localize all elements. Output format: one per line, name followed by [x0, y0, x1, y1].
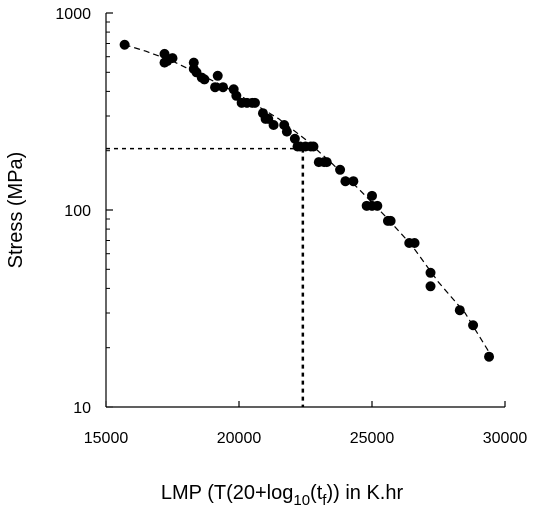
- data-point: [409, 237, 420, 248]
- data-point: [308, 141, 319, 152]
- data-point: [340, 176, 351, 187]
- data-point: [484, 351, 495, 362]
- x-axis-title-prefix: LMP (T(20+log: [161, 482, 293, 504]
- data-point: [162, 56, 173, 67]
- data-point: [425, 267, 436, 278]
- data-point: [385, 215, 396, 226]
- data-point: [367, 190, 377, 201]
- x-tick-label: 15000: [84, 430, 129, 447]
- axes: 15000 20000 25000 30000 10 100 1000: [55, 6, 527, 447]
- plot-area: [106, 39, 495, 407]
- data-point: [196, 72, 207, 83]
- data-point: [231, 90, 242, 101]
- y-axis-title: Stress (MPa): [5, 152, 27, 269]
- data-point: [268, 120, 279, 131]
- x-axis-title-mid: (t: [310, 482, 323, 504]
- data-point: [454, 305, 465, 316]
- y-tick-label: 100: [64, 203, 91, 220]
- x-axis-title-suffix: )) in K.hr: [326, 482, 403, 504]
- data-point: [468, 320, 479, 331]
- data-point: [372, 200, 383, 211]
- x-tick-label: 30000: [483, 430, 528, 447]
- data-point: [348, 176, 359, 187]
- data-point: [218, 82, 229, 93]
- x-tick-label: 25000: [350, 430, 395, 447]
- data-point: [249, 97, 260, 108]
- x-axis-title: LMP (T(20+log10(tf)) in K.hr: [161, 482, 404, 509]
- data-point: [281, 126, 292, 137]
- x-axis-title-sub2: f: [322, 492, 327, 509]
- y-tick-label: 1000: [55, 6, 91, 23]
- x-axis-title-sub1: 10: [293, 492, 310, 509]
- x-tick-label: 20000: [217, 430, 262, 447]
- data-point: [212, 70, 223, 81]
- data-point: [335, 164, 346, 175]
- data-point: [321, 157, 332, 168]
- fit-curve: [124, 44, 490, 353]
- data-point: [119, 39, 130, 50]
- y-tick-label: 10: [73, 400, 91, 417]
- data-point: [210, 82, 221, 93]
- data-point: [289, 133, 300, 144]
- data-point: [425, 281, 436, 292]
